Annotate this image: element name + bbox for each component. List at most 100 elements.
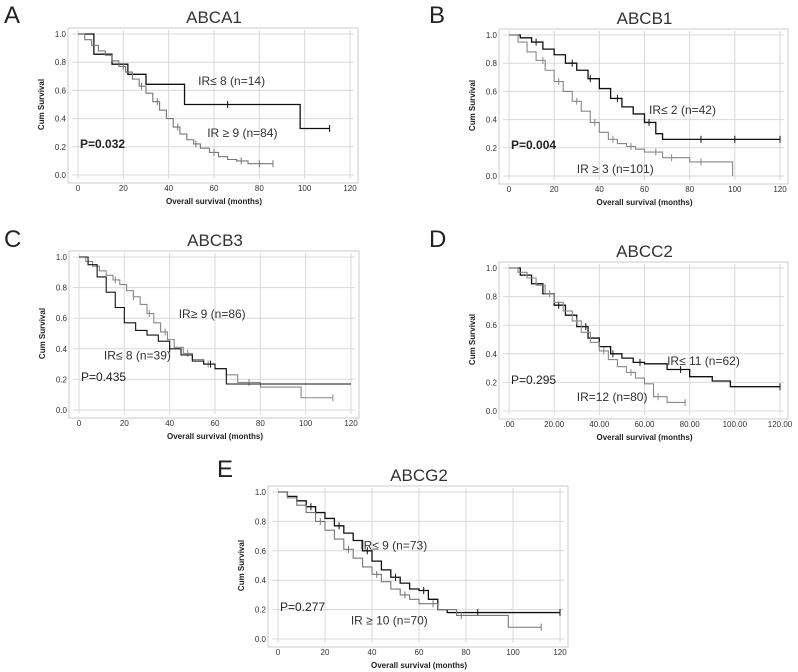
- y-tick-label: 0.6: [55, 86, 67, 95]
- y-tick-label: 0.8: [486, 59, 498, 68]
- y-tick-label: 0.4: [55, 115, 67, 124]
- survival-curve: [509, 34, 734, 176]
- x-tick-label: 100.00: [723, 420, 748, 429]
- y-tick-label: 0.4: [486, 116, 498, 125]
- x-axis-label: Overall survival (months): [596, 433, 692, 442]
- series-label: IR≤ 9 (n=73): [360, 538, 427, 552]
- x-tick-label: 40: [368, 648, 377, 657]
- series-label: IR ≥ 9 (n=84): [207, 126, 277, 140]
- x-tick-label: 120: [553, 648, 567, 657]
- x-tick-label: 80: [685, 185, 694, 194]
- series-label: IR≤ 8 (n=39): [104, 349, 171, 363]
- x-tick-label: 40.00: [589, 420, 610, 429]
- y-tick-label: 0.4: [56, 345, 68, 354]
- series-label: IR ≥ 3 (n=101): [577, 162, 654, 176]
- x-tick-label: 100: [728, 185, 742, 194]
- y-axis-label: Cum Survival: [37, 79, 46, 130]
- x-tick-label: 60: [211, 419, 220, 428]
- x-tick-label: 120.00: [768, 420, 793, 429]
- p-value: P=0.032: [80, 137, 125, 151]
- x-tick-label: 0: [77, 419, 82, 428]
- p-value: P=0.004: [511, 138, 556, 152]
- y-tick-label: 1.0: [486, 31, 498, 40]
- survival-curve: [509, 267, 686, 403]
- series-label: IR≤ 8 (n=14): [198, 74, 265, 88]
- y-tick-label: 0.4: [486, 350, 498, 359]
- panel-label-d: D: [429, 226, 447, 253]
- survival-curve: [79, 256, 333, 399]
- plot-frame: [267, 485, 569, 648]
- x-tick-label: 20: [321, 648, 330, 657]
- x-tick-label: 120: [343, 184, 357, 193]
- x-tick-label: 80: [256, 419, 265, 428]
- x-tick-label: 60.00: [634, 420, 655, 429]
- y-tick-label: 0.2: [486, 378, 498, 387]
- y-tick-label: 1.0: [255, 488, 267, 497]
- y-axis-label: Cum Survival: [237, 540, 246, 591]
- y-axis-label: Cum Survival: [468, 314, 477, 365]
- x-tick-label: 60: [415, 648, 424, 657]
- survival-curve: [278, 491, 542, 628]
- y-tick-label: 0.6: [486, 87, 498, 96]
- x-axis-label: Overall survival (months): [167, 432, 263, 441]
- plot-frame: [68, 250, 360, 419]
- plot-frame: [67, 27, 359, 184]
- x-tick-label: 20: [120, 419, 129, 428]
- p-value: P=0.277: [280, 600, 325, 614]
- x-tick-label: 100: [299, 419, 313, 428]
- chart-title: ABCB3: [187, 231, 243, 250]
- series-label: IR≤ 11 (n=62): [667, 354, 740, 368]
- x-tick-label: 120: [344, 419, 358, 428]
- x-axis-label: Overall survival (months): [596, 198, 692, 207]
- x-tick-label: 80.00: [680, 420, 701, 429]
- plot-frame: [498, 28, 789, 185]
- series-label: IR=12 (n=80): [577, 390, 648, 404]
- y-tick-label: 0.2: [255, 606, 267, 615]
- chart-title: ABCG2: [390, 466, 448, 485]
- x-tick-label: 60: [640, 185, 649, 194]
- panel-label-c: C: [4, 226, 22, 253]
- y-tick-label: 1.0: [56, 253, 68, 262]
- survival-curve: [278, 491, 560, 614]
- y-tick-label: 1.0: [55, 30, 67, 39]
- y-tick-label: 0.6: [255, 547, 267, 556]
- x-axis-label: Overall survival (months): [166, 197, 262, 206]
- y-tick-label: 0.2: [55, 143, 67, 152]
- x-tick-label: 20: [550, 185, 559, 194]
- p-value: P=0.435: [81, 370, 126, 384]
- y-tick-label: 0.0: [255, 635, 267, 644]
- plot-frame: [498, 261, 789, 420]
- x-axis-label: Overall survival (months): [371, 661, 467, 670]
- survival-curve: [509, 34, 780, 140]
- x-tick-label: 100: [298, 184, 312, 193]
- x-tick-label: 60: [210, 184, 219, 193]
- panel-label-b: B: [429, 2, 446, 29]
- y-tick-label: 0.6: [486, 321, 498, 330]
- x-tick-label: .00: [503, 420, 515, 429]
- y-tick-label: 0.0: [56, 406, 68, 415]
- survival-curve: [79, 256, 351, 385]
- chart-title: ABCB1: [617, 9, 673, 28]
- y-tick-label: 0.8: [255, 517, 267, 526]
- y-tick-label: 0.0: [55, 171, 67, 180]
- panel-label-e: E: [217, 456, 234, 483]
- x-tick-label: 0: [76, 184, 81, 193]
- p-value: P=0.295: [511, 373, 556, 387]
- x-tick-label: 40: [165, 419, 174, 428]
- x-tick-label: 0: [507, 185, 512, 194]
- y-tick-label: 0.0: [486, 172, 498, 181]
- y-tick-label: 0.0: [486, 407, 498, 416]
- y-tick-label: 0.8: [55, 58, 67, 67]
- y-tick-label: 0.8: [486, 293, 498, 302]
- y-tick-label: 0.8: [56, 284, 68, 293]
- x-tick-label: 20: [119, 184, 128, 193]
- y-tick-label: 1.0: [486, 264, 498, 273]
- x-tick-label: 0: [276, 648, 281, 657]
- y-tick-label: 0.6: [56, 314, 68, 323]
- series-label: IR≥ 9 (n=86): [179, 307, 246, 321]
